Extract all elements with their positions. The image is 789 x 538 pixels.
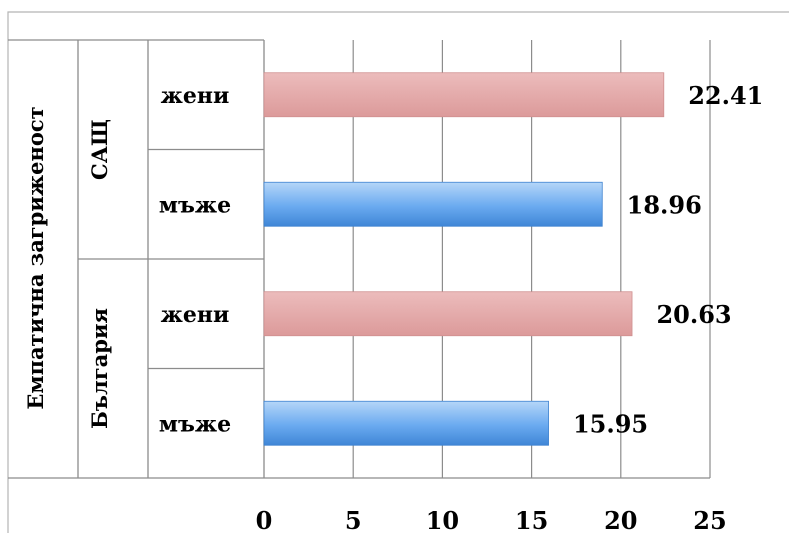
x-tick-label-20: 20	[604, 506, 637, 533]
data-label-САЩ-мъже: 18.96	[627, 190, 702, 219]
x-tick-label-0: 0	[256, 506, 273, 533]
bar-България-мъже	[263, 400, 549, 446]
data-label-САЩ-жени: 22.41	[688, 81, 763, 110]
group-label-1: България	[87, 308, 112, 429]
category-labels: САЩ жени мъже България жени мъже	[87, 83, 231, 438]
category-label-жени: жени	[161, 83, 230, 109]
bar-САЩ-мъже	[263, 181, 603, 227]
x-tick-label-5: 5	[345, 506, 362, 533]
x-tick-label-10: 10	[426, 506, 459, 533]
group-label-0: САЩ	[87, 119, 112, 180]
category-label-мъже: мъже	[159, 411, 231, 437]
data-labels: 22.41 18.96 20.63 15.95	[573, 81, 763, 439]
bars	[263, 72, 665, 446]
bar-България-жени	[263, 291, 633, 337]
category-label-жени: жени	[161, 302, 230, 328]
group-axis-title: Емпатична загриженост	[23, 106, 48, 409]
data-label-България-жени: 20.63	[656, 300, 731, 329]
x-tick-label-15: 15	[515, 506, 548, 533]
data-label-България-мъже: 15.95	[573, 409, 648, 438]
x-tick-label-25: 25	[693, 506, 726, 533]
bar-САЩ-жени	[263, 72, 665, 118]
x-axis-tick-labels: 0 5 10 15 20 25	[256, 506, 727, 535]
chart-frame	[7, 11, 789, 533]
category-label-мъже: мъже	[159, 192, 231, 218]
